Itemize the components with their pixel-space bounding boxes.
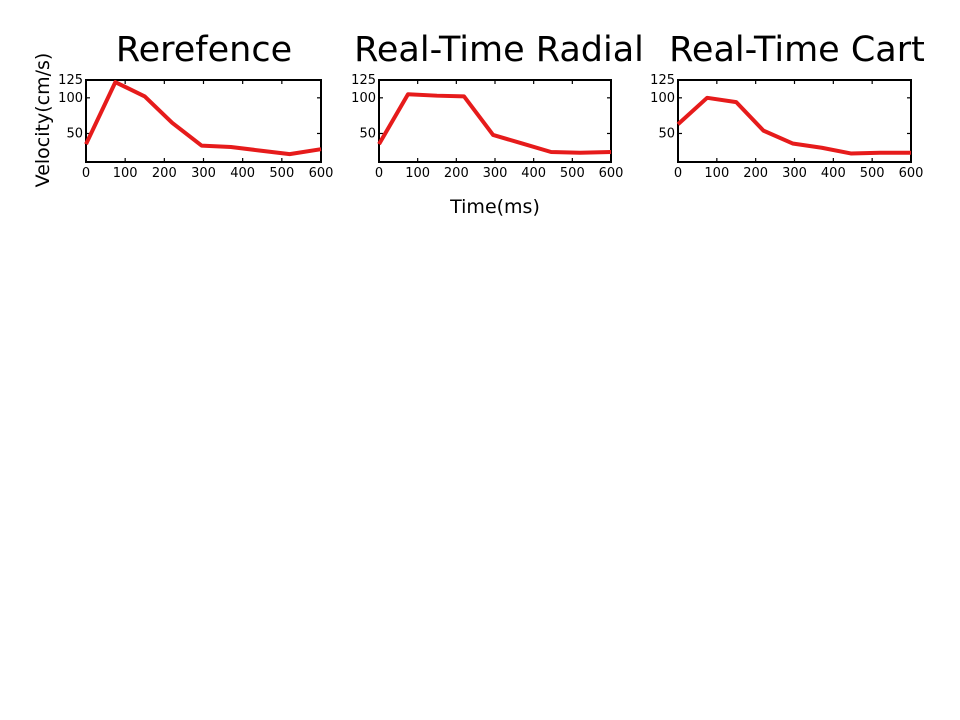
- x-tick-label: 0: [674, 166, 682, 181]
- chart-reference: 0 100 200 300 400 500 600 50 100 125: [58, 73, 333, 181]
- x-tick-label: 100: [405, 166, 430, 181]
- x-tick-label: 200: [444, 166, 469, 181]
- y-tick-label: 100: [351, 91, 376, 106]
- x-tick-label: 100: [113, 166, 138, 181]
- x-tick-label: 400: [230, 166, 255, 181]
- x-tick-label: 500: [560, 166, 585, 181]
- plot-frame: [378, 79, 612, 163]
- x-tick-label: 600: [599, 166, 624, 181]
- y-tick-label: 100: [58, 91, 83, 106]
- y-tick-label: 125: [58, 73, 83, 88]
- y-tick-label: 50: [359, 126, 376, 141]
- x-tick-label: 300: [483, 166, 508, 181]
- chart-radial: 0 100 200 300 400 500 600 50 100 125: [351, 73, 623, 181]
- x-tick-label: 400: [821, 166, 846, 181]
- chart-title-reference: Rerefence: [115, 30, 293, 70]
- chart-title-cart: Real-Time Cart: [669, 30, 925, 70]
- x-tick-label: 0: [82, 166, 90, 181]
- x-tick-label: 600: [309, 166, 334, 181]
- series-line: [377, 92, 612, 155]
- y-tick-label: 125: [351, 73, 376, 88]
- x-tick-label: 0: [375, 166, 383, 181]
- x-tick-label: 200: [743, 166, 768, 181]
- x-axis-label: Time(ms): [450, 196, 540, 218]
- series-line: [676, 95, 911, 156]
- y-tick-label: 125: [650, 73, 675, 88]
- plot-frame: [677, 79, 912, 163]
- chart-title-radial: Real-Time Radial: [354, 30, 644, 70]
- x-tick-label: 500: [269, 166, 294, 181]
- y-tick-label: 50: [658, 126, 675, 141]
- series-line: [84, 80, 322, 157]
- x-tick-label: 300: [782, 166, 807, 181]
- y-tick-label: 50: [66, 126, 83, 141]
- plot-frame: [85, 79, 322, 163]
- x-tick-label: 600: [899, 166, 924, 181]
- x-tick-label: 400: [521, 166, 546, 181]
- chart-cart: 0 100 200 300 400 500 600 50 100 125: [650, 73, 923, 181]
- x-tick-label: 200: [152, 166, 177, 181]
- y-tick-label: 100: [650, 91, 675, 106]
- x-tick-label: 300: [191, 166, 216, 181]
- x-tick-label: 100: [704, 166, 729, 181]
- x-tick-label: 500: [860, 166, 885, 181]
- y-axis-label: Velocity(cm/s): [32, 52, 54, 188]
